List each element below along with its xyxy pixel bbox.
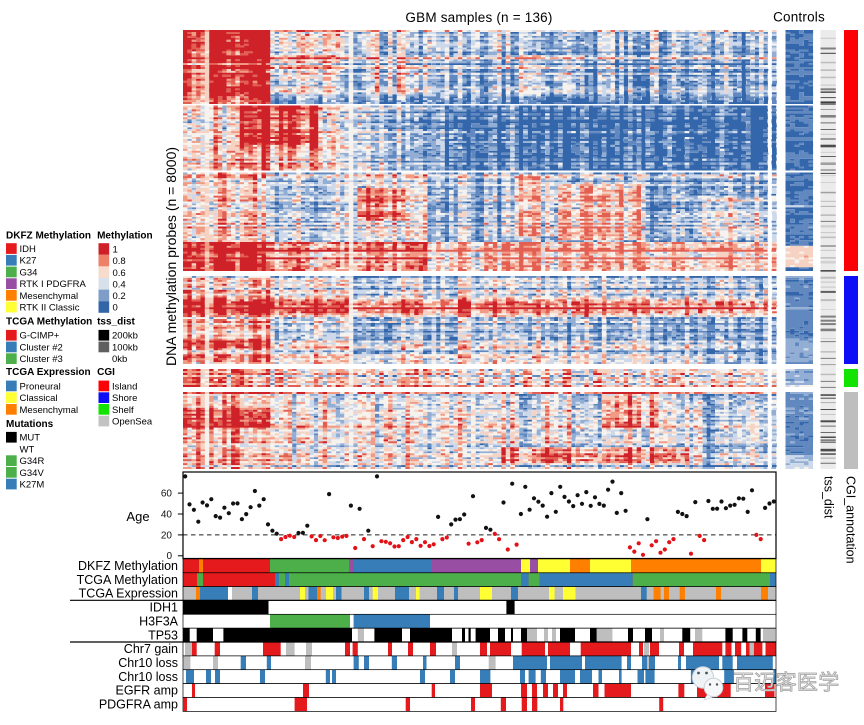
svg-text:百迈客医学: 百迈客医学 — [733, 672, 840, 695]
svg-text:DNA methylation probes (n = 80: DNA methylation probes (n = 8000) — [163, 147, 179, 366]
svg-text:Mesenchymal: Mesenchymal — [20, 291, 79, 302]
svg-text:OpenSea: OpenSea — [112, 417, 153, 428]
svg-text:TCGA Methylation: TCGA Methylation — [6, 317, 92, 328]
svg-text:0.4: 0.4 — [113, 279, 126, 290]
svg-text:100kb: 100kb — [112, 342, 138, 353]
svg-text:Methylation: Methylation — [97, 231, 153, 242]
svg-text:H3F3A: H3F3A — [139, 614, 179, 628]
svg-text:Chr7 gain: Chr7 gain — [124, 642, 178, 656]
svg-text:Shore: Shore — [112, 393, 137, 404]
svg-text:EGFR amp: EGFR amp — [115, 684, 178, 698]
svg-text:tss_dist: tss_dist — [97, 317, 135, 328]
svg-text:K27M: K27M — [20, 480, 45, 491]
svg-text:MUT: MUT — [20, 433, 41, 444]
svg-text:Controls: Controls — [773, 10, 825, 25]
svg-text:CGI_annotation: CGI_annotation — [844, 476, 858, 564]
svg-text:G-CIMP+: G-CIMP+ — [20, 331, 60, 342]
svg-text:TP53: TP53 — [148, 628, 178, 642]
svg-text:40: 40 — [161, 509, 173, 520]
svg-text:0: 0 — [166, 551, 172, 562]
svg-text:Shelf: Shelf — [112, 405, 134, 416]
svg-text:Mutations: Mutations — [6, 419, 54, 430]
svg-text:Cluster #3: Cluster #3 — [20, 354, 63, 365]
svg-text:20: 20 — [161, 530, 173, 541]
svg-text:G34V: G34V — [20, 468, 45, 479]
svg-text:Chr10 loss: Chr10 loss — [118, 670, 178, 684]
svg-text:Classical: Classical — [20, 393, 58, 404]
svg-text:0kb: 0kb — [112, 354, 127, 365]
svg-text:DKFZ Methylation: DKFZ Methylation — [6, 231, 91, 242]
svg-text:G34: G34 — [20, 267, 38, 278]
svg-text:TCGA Methylation: TCGA Methylation — [77, 573, 178, 587]
svg-text:WT: WT — [20, 444, 35, 455]
svg-text:Mesenchymal: Mesenchymal — [20, 405, 79, 416]
svg-text:IDH1: IDH1 — [150, 601, 179, 615]
svg-text:TCGA Expression: TCGA Expression — [6, 367, 91, 378]
svg-text:PDGFRA amp: PDGFRA amp — [99, 698, 178, 712]
svg-text:RTK II Classic: RTK II Classic — [20, 303, 80, 314]
svg-text:1: 1 — [113, 245, 118, 256]
svg-text:0.8: 0.8 — [113, 256, 126, 267]
svg-text:Age: Age — [126, 509, 149, 524]
svg-text:IDH: IDH — [20, 244, 37, 255]
svg-text:DKFZ Methylation: DKFZ Methylation — [78, 559, 178, 573]
svg-text:CGI: CGI — [97, 367, 115, 378]
svg-text:G34R: G34R — [20, 456, 45, 467]
svg-text:60: 60 — [161, 489, 173, 500]
svg-text:Island: Island — [112, 381, 137, 392]
svg-text:tss_dist: tss_dist — [822, 476, 836, 519]
svg-text:0.6: 0.6 — [113, 268, 126, 279]
svg-text:TCGA Expression: TCGA Expression — [79, 587, 178, 601]
svg-text:RTK I PDGFRA: RTK I PDGFRA — [20, 279, 87, 290]
svg-text:0: 0 — [113, 303, 118, 314]
svg-text:GBM samples (n = 136): GBM samples (n = 136) — [405, 10, 552, 25]
svg-text:K27: K27 — [20, 256, 37, 267]
svg-text:0.2: 0.2 — [113, 291, 126, 302]
svg-text:Chr10 loss: Chr10 loss — [118, 656, 178, 670]
svg-text:200kb: 200kb — [112, 331, 138, 342]
svg-text:Cluster #2: Cluster #2 — [20, 342, 63, 353]
svg-text:Proneural: Proneural — [20, 381, 61, 392]
